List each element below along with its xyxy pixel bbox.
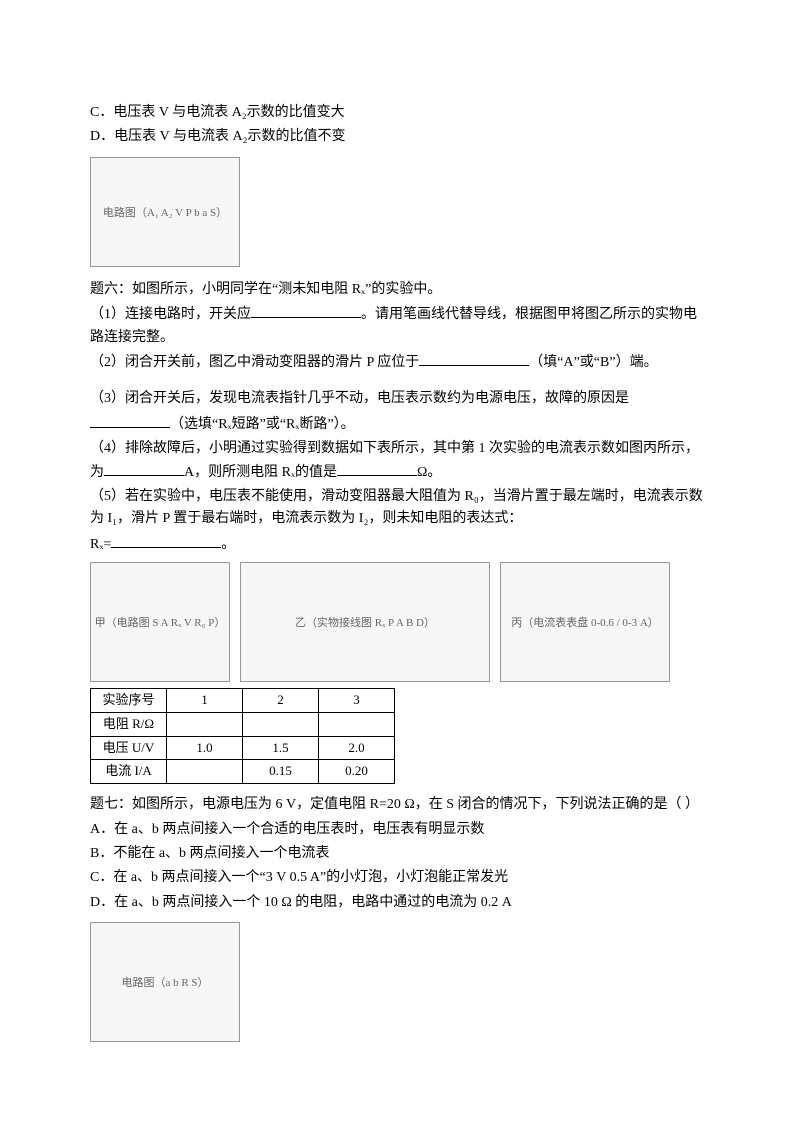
- td-u3: 2.0: [319, 736, 395, 760]
- q7-opt-b: B．不能在 a、b 两点间接入一个电流表: [90, 843, 710, 865]
- q6-title: 题六：如图所示，小明同学在“测未知电阻 Rₓ”的实验中。: [90, 279, 710, 301]
- q7-opt-d: D．在 a、b 两点间接入一个 10 Ω 的电阻，电路中通过的电流为 0.2 A: [90, 892, 710, 914]
- q6-rx-eq: Rₓ=: [90, 537, 111, 552]
- td-u1: 1.0: [167, 736, 243, 760]
- th-3: 3: [319, 689, 395, 713]
- td-i3: 0.20: [319, 760, 395, 784]
- td-r-label: 电阻 R/Ω: [91, 712, 167, 736]
- q6-fig-jia: 甲（电路图 S A Rₓ V R₀ P）: [90, 562, 230, 682]
- q7-circuit-figure: 电路图（a b R S）: [90, 922, 240, 1042]
- q6-p4-b: A，则所测电阻 Rₓ的值是: [184, 465, 337, 480]
- q6-fig-yi: 乙（实物接线图 Rₓ P A B D）: [240, 562, 490, 682]
- th-seq: 实验序号: [91, 689, 167, 713]
- q6-blank-current[interactable]: [104, 461, 184, 476]
- q6-p2-a: （2）闭合开关前，图乙中滑动变阻器的滑片 P 应位于: [90, 355, 419, 370]
- th-2: 2: [243, 689, 319, 713]
- q6-part3b: （选填“Rₓ短路”或“Rₓ断路”）。: [90, 413, 710, 436]
- td-i-label: 电流 I/A: [91, 760, 167, 784]
- td-i2: 0.15: [243, 760, 319, 784]
- td-r1: [167, 712, 243, 736]
- td-u2: 1.5: [243, 736, 319, 760]
- q6-p1-a: （1）连接电路时，开关应: [90, 307, 251, 322]
- q7-title: 题七：如图所示，电源电压为 6 V，定值电阻 R=20 Ω，在 S 闭合的情况下…: [90, 794, 710, 816]
- q6-blank-rx[interactable]: [111, 533, 221, 548]
- q5-circuit-figure: 电路图（A₁ A₂ V P b a S）: [90, 157, 240, 267]
- q6-p3-b: （选填“Rₓ短路”或“Rₓ断路”）。: [170, 417, 355, 432]
- q6-figure-row: 甲（电路图 S A Rₓ V R₀ P） 乙（实物接线图 Rₓ P A B D）…: [90, 562, 710, 682]
- q6-blank-switch[interactable]: [251, 303, 361, 318]
- td-r2: [243, 712, 319, 736]
- table-row-i: 电流 I/A 0.15 0.20: [91, 760, 395, 784]
- td-r3: [319, 712, 395, 736]
- q6-part5b: Rₓ= 。: [90, 533, 710, 556]
- q6-p3-a: （3）闭合开关后，发现电流表指针几乎不动，电压表示数约为电源电压，故障的原因是: [90, 391, 629, 406]
- q6-data-table: 实验序号 1 2 3 电阻 R/Ω 电压 U/V 1.0 1.5 2.0 电流 …: [90, 688, 395, 784]
- table-row-u: 电压 U/V 1.0 1.5 2.0: [91, 736, 395, 760]
- q6-part4: （4）排除故障后，小明通过实验得到数据如下表所示，其中第 1 次实验的电流表示数…: [90, 438, 710, 484]
- q6-p5-c: 。: [221, 537, 235, 552]
- q6-blank-resistance[interactable]: [337, 461, 417, 476]
- td-i1: [167, 760, 243, 784]
- th-1: 1: [167, 689, 243, 713]
- q7-opt-a: A．在 a、b 两点间接入一个合适的电压表时，电压表有明显示数: [90, 819, 710, 841]
- q6-blank-fault[interactable]: [90, 413, 170, 428]
- q6-part1: （1）连接电路时，开关应。请用笔画线代替导线，根据图甲将图乙所示的实物电路连接完…: [90, 303, 710, 349]
- q7-opt-c: C．在 a、b 两点间接入一个“3 V 0.5 A”的小灯泡，小灯泡能正常发光: [90, 867, 710, 889]
- q6-fig-bing: 丙（电流表表盘 0-0.6 / 0-3 A）: [500, 562, 670, 682]
- q6-part2: （2）闭合开关前，图乙中滑动变阻器的滑片 P 应位于 （填“A”或“B”）端。: [90, 351, 710, 374]
- table-row-header: 实验序号 1 2 3: [91, 689, 395, 713]
- table-row-r: 电阻 R/Ω: [91, 712, 395, 736]
- q6-part5: （5）若在实验中，电压表不能使用，滑动变阻器最大阻值为 R₀，当滑片置于最左端时…: [90, 486, 710, 531]
- q6-blank-slider[interactable]: [419, 351, 529, 366]
- q6-part3: （3）闭合开关后，发现电流表指针几乎不动，电压表示数约为电源电压，故障的原因是: [90, 388, 710, 410]
- q6-p2-b: （填“A”或“B”）端。: [529, 355, 657, 370]
- q6-p4-c: Ω。: [417, 465, 441, 480]
- q5-opt-c: C．电压表 V 与电流表 A₂示数的比值变大: [90, 102, 710, 124]
- q5-opt-d: D．电压表 V 与电流表 A₂示数的比值不变: [90, 126, 710, 148]
- td-u-label: 电压 U/V: [91, 736, 167, 760]
